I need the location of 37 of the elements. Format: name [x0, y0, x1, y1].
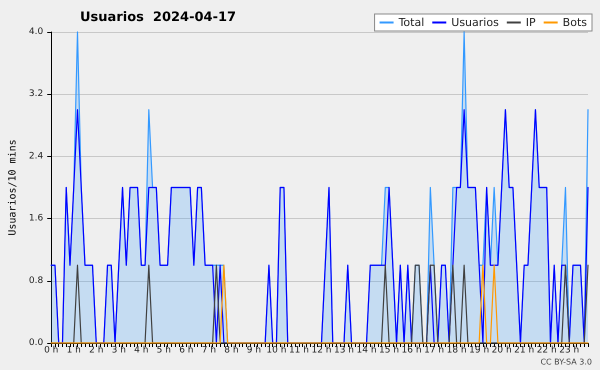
x-tick-label: 12 h: [311, 346, 332, 356]
y-tick-label: 4.0: [28, 27, 44, 37]
x-tick-label: 1 h: [66, 346, 81, 356]
x-tick-label: 4 h: [134, 346, 148, 356]
y-tick-label: 0.8: [28, 276, 44, 286]
legend-label: Total: [398, 16, 424, 29]
x-tick-label: 3 h: [112, 346, 126, 356]
y-tick-label: 2.4: [28, 151, 44, 162]
x-tick-label: 16 h: [402, 346, 422, 356]
x-tick-label: 13 h: [334, 346, 354, 356]
x-tick-label: 22 h: [536, 346, 557, 356]
legend-label: IP: [526, 16, 536, 29]
x-tick-label: 14 h: [356, 346, 377, 356]
y-tick-label: 1.6: [28, 214, 44, 224]
x-tick-label: 9 h: [246, 346, 262, 356]
x-tick-label: 18 h: [446, 346, 467, 356]
legend-label: Bots: [562, 16, 588, 29]
y-tick-label: 3.2: [28, 89, 44, 100]
x-tick-label: 6 h: [179, 346, 194, 356]
text: CC BY-SA 3.0: [540, 358, 592, 366]
x-tick-label: 8 h: [224, 346, 239, 356]
y-tick-label: 0.0: [28, 338, 44, 348]
legend-label: Usuarios: [451, 16, 500, 29]
x-tick-label: 15 h: [379, 346, 400, 356]
x-tick-label: 23 h: [559, 346, 580, 356]
x-tick-label: 2 h: [89, 346, 104, 356]
x-tick-label: 5 h: [156, 346, 171, 356]
x-tick-label: 7 h: [202, 346, 216, 356]
x-tick-label: 19 h: [469, 346, 490, 356]
x-tick-label: 21 h: [514, 346, 534, 356]
x-tick-label: 17 h: [424, 346, 444, 356]
x-tick-label: 20 h: [492, 346, 512, 356]
chart-title: Usuarios 2024-04-17: [80, 10, 236, 25]
x-tick-label: 10 h: [266, 346, 286, 356]
x-tick-label: 11 h: [288, 346, 309, 356]
x-tick-label: 0 h: [44, 346, 58, 356]
y-axis-title: Usuarios/10 mins: [8, 139, 18, 236]
